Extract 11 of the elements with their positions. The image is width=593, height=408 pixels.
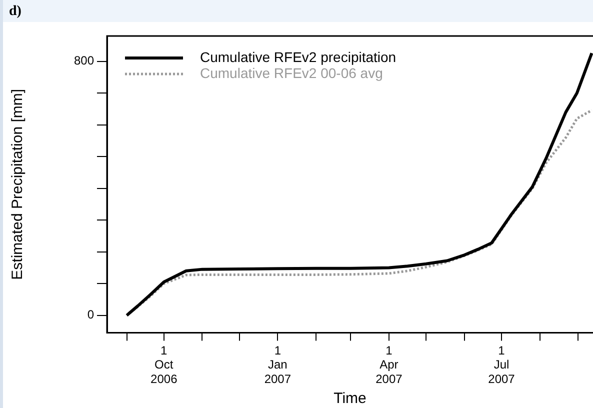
x-tick-label: 1 Jan 2007 [264, 343, 292, 386]
x-tick-label: 1 Jul 2007 [488, 343, 516, 386]
x-axis-title: Time [334, 390, 366, 408]
x-tick-label: 1 Apr 2007 [376, 343, 403, 386]
y-axis-title: Estimated Precipitation [mm] [9, 88, 26, 280]
y-tick-label: 0 [87, 308, 94, 322]
legend-label: Cumulative RFEv2 00-06 avg [200, 64, 383, 81]
legend-label: Cumulative RFEv2 precipitation [200, 48, 396, 65]
y-tick-label: 800 [74, 54, 94, 68]
chart-title: d) [3, 0, 593, 22]
x-tick-label: 1 Oct 2006 [150, 343, 178, 386]
